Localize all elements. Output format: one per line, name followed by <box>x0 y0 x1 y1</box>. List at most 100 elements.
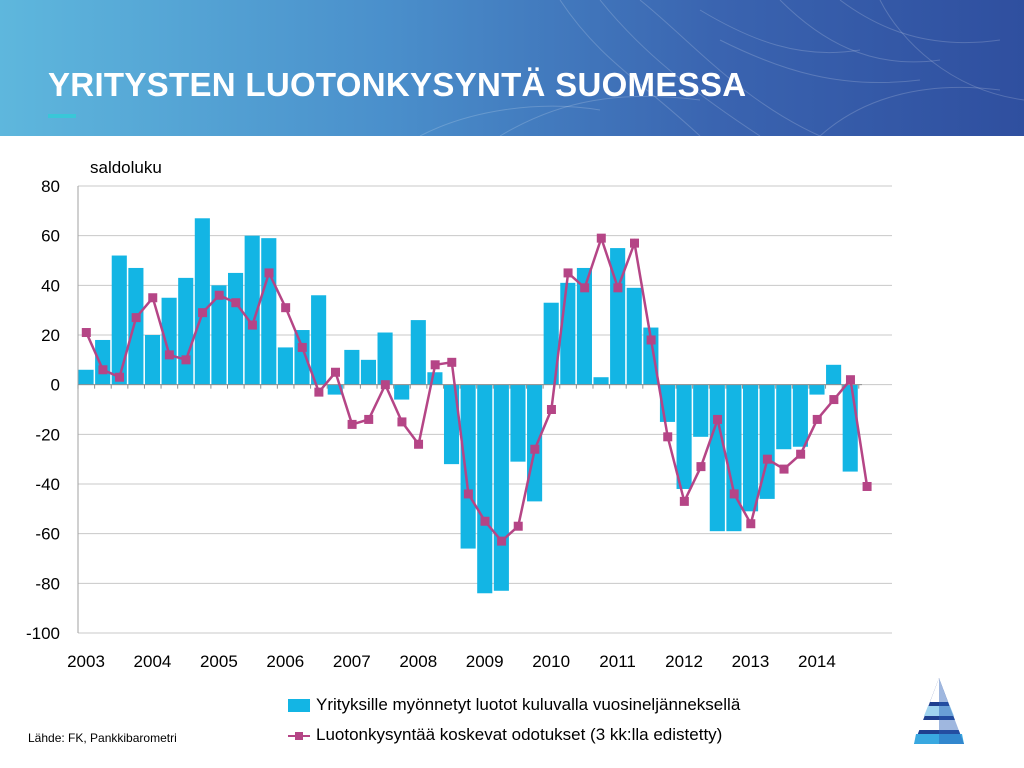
x-tick-label: 2004 <box>134 652 172 671</box>
x-tick-label: 2010 <box>532 652 570 671</box>
y-tick-label: 0 <box>51 376 60 395</box>
line-point <box>762 454 772 464</box>
legend-item-bars: Yrityksille myönnetyt luotot kuluvalla v… <box>288 690 740 720</box>
bar <box>427 372 443 385</box>
x-tick-label: 2013 <box>732 652 770 671</box>
bar <box>593 377 609 385</box>
bar <box>277 347 293 385</box>
line-point <box>81 328 91 338</box>
y-tick-label: -20 <box>35 425 60 444</box>
line-point <box>630 238 640 248</box>
x-tick-label: 2012 <box>665 652 703 671</box>
line-point <box>131 313 141 323</box>
bar <box>527 384 543 502</box>
line-point <box>430 360 440 370</box>
credit-demand-chart: 80 60 40 20 0 -20 -40 -60 -80 -100 saldoluku 2003 20… <box>26 158 892 671</box>
line-point <box>746 519 756 529</box>
bar <box>228 272 244 385</box>
bar <box>676 384 692 489</box>
y-tick-label: 60 <box>41 227 60 246</box>
bar <box>327 384 343 395</box>
y-tick-label: 40 <box>41 276 60 295</box>
bar <box>410 320 426 385</box>
y-tick-label: -40 <box>35 475 60 494</box>
x-tick-label: 2011 <box>599 652 636 671</box>
line-point <box>663 432 673 442</box>
line-point <box>679 496 689 506</box>
legend-item-line: Luotonkysyntää koskevat odotukset (3 kk:… <box>288 720 740 750</box>
line-point <box>729 489 739 499</box>
line-point <box>596 233 606 243</box>
bar <box>560 282 576 385</box>
line-point <box>397 417 407 427</box>
bar <box>244 235 260 385</box>
bar <box>477 384 493 594</box>
line-point <box>796 449 806 459</box>
y-tick-label: -60 <box>35 525 60 544</box>
bank-logo-icon <box>914 678 964 744</box>
bar <box>128 267 144 385</box>
legend-bar-label: Yrityksille myönnetyt luotot kuluvalla v… <box>316 695 741 714</box>
bar <box>610 248 626 385</box>
line-point <box>513 521 523 531</box>
bar <box>161 297 177 385</box>
bar <box>709 384 725 532</box>
bar <box>742 384 759 512</box>
line-point <box>563 268 573 278</box>
page-title: YRITYSTEN LUOTONKYSYNTÄ SUOMESSA <box>48 66 747 103</box>
line-point <box>463 489 473 499</box>
bar <box>344 349 360 385</box>
bar <box>144 335 161 385</box>
line-point <box>281 303 291 313</box>
line-point <box>148 293 158 303</box>
line-point <box>580 283 590 293</box>
line-point <box>447 357 457 367</box>
x-tick-label: 2007 <box>333 652 371 671</box>
bar <box>493 384 509 591</box>
bar <box>95 339 111 385</box>
x-tick-label: 2006 <box>266 652 304 671</box>
line-point <box>115 372 125 382</box>
bar <box>78 369 94 385</box>
x-tick-label: 2005 <box>200 652 238 671</box>
y-tick-label: 80 <box>41 177 60 196</box>
y-tick-label: -100 <box>26 624 60 643</box>
x-tick-label: 2014 <box>798 652 836 671</box>
line-point <box>862 481 872 491</box>
y-tick-label: 20 <box>41 326 60 345</box>
line-point <box>330 367 340 377</box>
line-point <box>231 298 241 308</box>
legend-bar-swatch <box>288 698 310 712</box>
line-point <box>530 444 540 454</box>
bar <box>576 267 592 385</box>
bar <box>377 332 393 385</box>
line-point <box>480 516 490 526</box>
line-point <box>364 414 374 424</box>
line-point <box>845 375 855 385</box>
bar <box>693 384 709 437</box>
line-point <box>214 290 224 300</box>
x-tick-label: 2009 <box>466 652 504 671</box>
bar <box>842 384 858 472</box>
bar <box>394 384 410 400</box>
line-point <box>247 320 257 330</box>
bar <box>792 384 808 447</box>
bar <box>261 238 277 385</box>
line-point <box>829 395 839 405</box>
line-point <box>713 414 723 424</box>
line-point <box>613 283 623 293</box>
line-point <box>164 350 174 360</box>
legend-line-label: Luotonkysyntää koskevat odotukset (3 kk:… <box>316 725 723 744</box>
line-point <box>181 355 191 365</box>
bar <box>178 277 194 385</box>
line-point <box>297 342 307 352</box>
y-unit-label: saldoluku <box>90 158 162 177</box>
chart-legend: Yrityksille myönnetyt luotot kuluvalla v… <box>288 690 740 750</box>
x-tick-label: 2008 <box>399 652 437 671</box>
title-underline <box>48 114 76 118</box>
x-tick-label: 2003 <box>67 652 105 671</box>
bar <box>360 359 377 385</box>
line-point <box>347 419 357 429</box>
line-point <box>414 439 424 449</box>
bar <box>194 218 210 385</box>
